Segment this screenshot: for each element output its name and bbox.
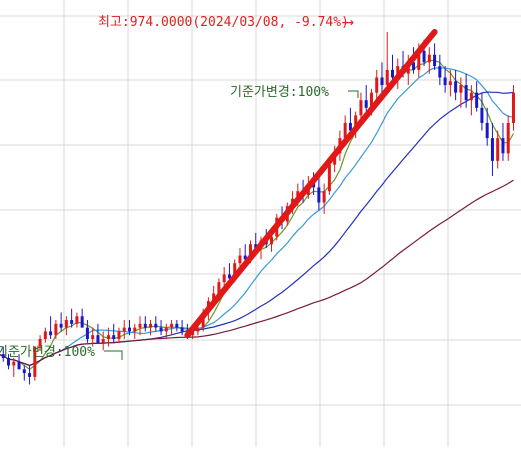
candle-body	[433, 54, 437, 67]
candle-body	[417, 50, 421, 70]
candle-body	[1, 354, 5, 358]
candle-body	[101, 338, 105, 343]
candle-body	[296, 191, 300, 199]
candle-body	[317, 187, 321, 203]
candle-body	[54, 323, 58, 336]
candle-body	[343, 122, 347, 139]
candle-body	[312, 183, 316, 188]
candle-body	[164, 327, 168, 332]
candle-body	[38, 338, 42, 347]
high-arrow-icon: ⟶	[342, 12, 354, 31]
candle-body	[422, 50, 426, 63]
candle-body	[154, 323, 158, 328]
base-change-marker	[348, 90, 359, 98]
candle-body	[438, 66, 442, 78]
candle-body	[64, 320, 68, 328]
base-change-label: 기준가변경:100%	[0, 345, 95, 360]
candle-body	[391, 69, 394, 78]
candle-body	[17, 361, 21, 370]
candle-body	[133, 327, 137, 332]
candle-body	[28, 373, 32, 377]
candle-body	[322, 191, 326, 203]
candle-body	[159, 327, 163, 332]
candle-body	[128, 327, 131, 332]
candle-body	[80, 316, 84, 328]
ma-longest-line	[0, 179, 514, 367]
candle-body	[170, 323, 174, 328]
candle-body	[469, 92, 473, 101]
candle-body	[7, 357, 11, 366]
candle-body	[412, 62, 416, 70]
candle-body	[49, 331, 53, 336]
candle-body	[448, 81, 452, 86]
candle-body	[138, 323, 142, 328]
candle-body	[149, 323, 153, 328]
candle-body	[143, 323, 147, 328]
candle-body	[396, 66, 400, 78]
candle-body	[43, 331, 47, 339]
candle-body	[12, 361, 16, 366]
candle-body	[480, 107, 484, 123]
candle-body	[75, 316, 79, 324]
trend-line	[184, 29, 438, 339]
candle-body	[511, 92, 515, 123]
trend-line-layer	[184, 29, 438, 339]
candle-body	[485, 122, 489, 139]
candle-body	[22, 369, 26, 374]
candle-body	[254, 244, 258, 249]
candle-body	[464, 85, 468, 101]
candle-body	[91, 335, 95, 339]
candle-body	[227, 274, 231, 279]
candle-body	[33, 346, 37, 377]
candle-body	[501, 138, 505, 154]
candle-body	[327, 164, 331, 192]
candle-body	[70, 320, 74, 324]
candle-body	[380, 77, 384, 86]
candle-body	[243, 255, 247, 260]
candle-body	[122, 327, 126, 332]
candle-body	[364, 100, 368, 108]
candle-body	[217, 282, 221, 294]
candle-body	[385, 69, 389, 86]
candle-body	[270, 236, 274, 245]
candle-body	[117, 331, 121, 339]
candle-body	[459, 85, 463, 93]
candle-body	[112, 335, 116, 339]
candle-body	[375, 77, 379, 93]
candle-body	[354, 115, 358, 131]
candle-body	[85, 327, 89, 339]
candle-body	[443, 77, 447, 86]
candle-body	[175, 323, 179, 328]
candle-body	[490, 138, 494, 161]
high-label: 최고:974.0000(2024/03/08, -9.74%)	[98, 15, 349, 30]
ma-mid-line	[0, 67, 514, 367]
candle-body	[212, 293, 216, 302]
candle-body	[359, 100, 363, 116]
candle-body	[506, 122, 510, 154]
annotation-layer: 최고:974.0000(2024/03/08, -9.74%) ⟶ 기준가변경:…	[0, 12, 359, 360]
candle-body	[348, 122, 352, 131]
candle-body	[369, 92, 373, 108]
candle-body	[96, 335, 100, 343]
candle-body	[248, 244, 252, 260]
candle-body	[59, 323, 63, 328]
candle-body	[233, 263, 237, 279]
base-change-label: 기준가변경:100%	[230, 85, 329, 100]
candle-body	[427, 54, 431, 63]
candle-body	[196, 327, 200, 332]
candle-body	[496, 138, 500, 161]
candle-body	[222, 274, 226, 283]
candle-body	[475, 92, 479, 108]
candle-body	[454, 81, 458, 93]
candle-body	[238, 255, 242, 264]
base-change-marker	[104, 350, 123, 360]
candle-body	[106, 335, 110, 339]
candle-body	[180, 327, 184, 332]
